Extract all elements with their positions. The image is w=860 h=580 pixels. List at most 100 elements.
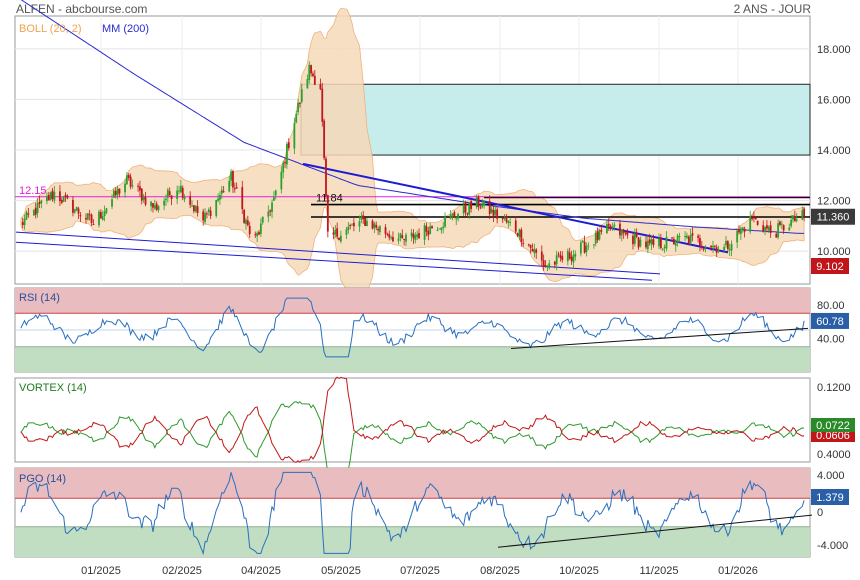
candle-body — [271, 202, 273, 212]
candle-body — [593, 244, 595, 246]
candle-body — [150, 201, 152, 207]
candle-body — [427, 231, 430, 236]
candle-body — [764, 226, 766, 232]
price-y-tick: 16.000 — [817, 94, 851, 106]
candle-body — [241, 187, 244, 210]
candle-body — [632, 235, 634, 245]
candle-body — [676, 235, 679, 243]
candle-body — [323, 120, 326, 159]
candle-body — [72, 199, 74, 213]
price-y-tick: 12.000 — [817, 196, 851, 208]
candle-body — [490, 208, 493, 213]
candle-body — [297, 102, 299, 113]
candle-body — [101, 216, 104, 221]
candle-body — [321, 88, 324, 122]
candle-body — [501, 217, 504, 220]
candle-body — [299, 102, 301, 104]
candle-body — [697, 235, 699, 238]
candle-body — [753, 217, 755, 219]
candle-body — [583, 241, 586, 253]
rsi-trend-line — [510, 327, 809, 349]
candle-body — [312, 73, 314, 76]
pgo-oversold-zone — [15, 526, 810, 557]
candle-body — [516, 233, 519, 236]
candle-body — [192, 205, 195, 212]
candle-body — [27, 213, 30, 215]
candle-body — [762, 225, 765, 232]
candle-body — [795, 219, 798, 221]
pgo-y-tick: -4.000 — [817, 540, 848, 552]
candle-body — [118, 188, 121, 194]
channel-line-upper — [15, 231, 661, 275]
candle-body — [339, 235, 342, 242]
candle-body — [86, 213, 89, 220]
candle-body — [111, 199, 113, 207]
candle-body — [364, 217, 366, 226]
candle-body — [310, 65, 313, 74]
candle-body — [425, 226, 428, 232]
candle-body — [633, 233, 636, 244]
rsi-oversold-zone — [15, 346, 810, 372]
candle-body — [648, 239, 651, 243]
candle-body — [726, 241, 729, 249]
candle-body — [62, 196, 65, 202]
candle-body — [230, 171, 232, 181]
candle-body — [423, 225, 426, 240]
candle-body — [53, 191, 56, 201]
candle-body — [646, 240, 649, 250]
candle-body — [397, 238, 400, 241]
candle-body — [219, 194, 221, 200]
candle-body — [165, 198, 167, 201]
candle-body — [286, 143, 288, 165]
candle-body — [622, 230, 625, 233]
candle-body — [326, 195, 329, 232]
candle-body — [131, 185, 134, 187]
candle-body — [66, 195, 69, 199]
x-axis-tick: 05/2025 — [321, 565, 361, 577]
candle-body — [183, 196, 186, 200]
rsi-overbought-zone — [15, 288, 810, 314]
candle-body — [587, 245, 590, 247]
candle-body — [384, 227, 387, 234]
pgo-value-label: 1.379 — [816, 492, 844, 504]
candle-body — [51, 190, 54, 199]
candle-body — [232, 171, 234, 188]
candle-body — [75, 207, 78, 211]
candle-body — [712, 245, 714, 248]
candle-body — [228, 180, 231, 192]
candle-body — [215, 199, 218, 216]
candle-body — [782, 225, 785, 231]
chart-title: ALFEN - abcbourse.com — [16, 2, 148, 16]
candle-body — [754, 217, 757, 220]
vortex-pane — [14, 377, 811, 463]
candle-body — [295, 113, 298, 123]
candle-body — [546, 266, 549, 268]
candle-body — [579, 242, 582, 254]
candle-body — [85, 217, 87, 220]
vortex-plus-line — [20, 401, 805, 488]
candle-body — [405, 234, 407, 242]
candle-body — [780, 223, 783, 225]
legend-ma200: MM (200) — [102, 23, 149, 35]
candle-body — [738, 229, 740, 233]
candle-body — [114, 191, 117, 196]
candle-body — [25, 212, 28, 220]
candle-body — [566, 250, 569, 262]
candle-body — [92, 224, 95, 226]
candle-body — [412, 233, 415, 239]
candle-body — [351, 224, 353, 226]
candle-body — [157, 206, 160, 211]
candle-body — [793, 216, 796, 222]
ma200-line — [20, 0, 805, 234]
candle-body — [492, 210, 495, 216]
candle-body — [548, 263, 551, 268]
rsi-line — [20, 297, 805, 358]
candle-body — [414, 235, 417, 240]
candle-body — [282, 162, 285, 173]
candle-body — [287, 142, 290, 149]
candle-body — [453, 212, 456, 218]
candle-body — [555, 255, 558, 265]
candle-body — [360, 216, 363, 220]
rsi-y-tick: 80.00 — [817, 300, 845, 312]
